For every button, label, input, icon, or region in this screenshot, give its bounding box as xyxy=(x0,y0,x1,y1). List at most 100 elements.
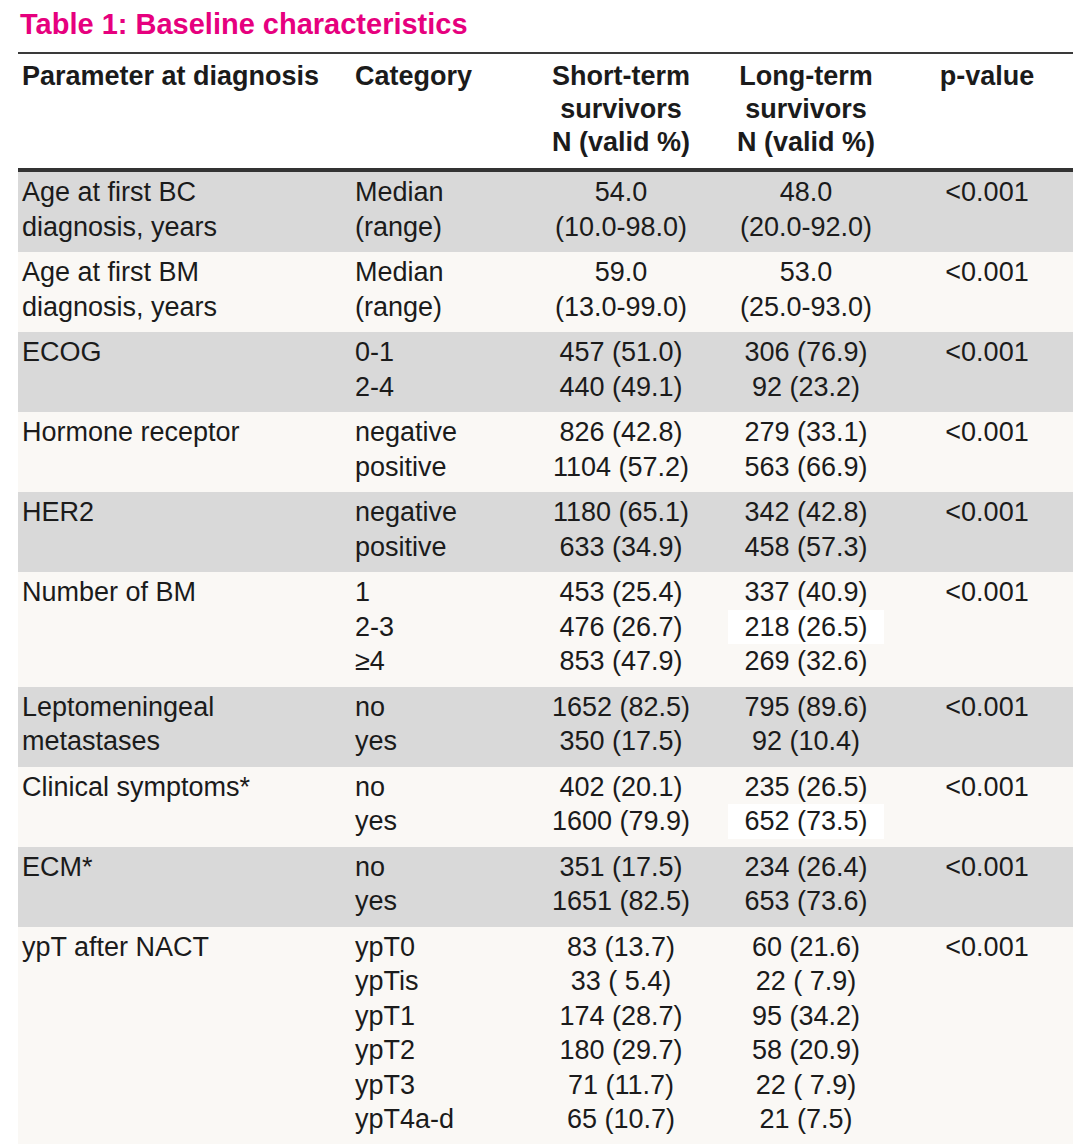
table-header: Parameter at diagnosis Category Short-te… xyxy=(18,53,1073,170)
baseline-characteristics-table: Parameter at diagnosis Category Short-te… xyxy=(18,52,1073,1144)
short-term-value-cell: 1600 (79.9) xyxy=(531,804,711,847)
long-term-value-cell: 458 (57.3) xyxy=(711,530,901,573)
header-row: Parameter at diagnosis Category Short-te… xyxy=(18,53,1073,170)
long-term-value-cell: 652 (73.5) xyxy=(711,804,901,847)
long-term-value-cell: 563 (66.9) xyxy=(711,450,901,493)
parameter-cell: ECOG xyxy=(18,332,351,412)
short-term-value-cell: 83 (13.7) xyxy=(531,927,711,965)
short-term-value-cell: 826 (42.8) xyxy=(531,412,711,450)
column-header-p-value: p-value xyxy=(901,53,1073,170)
long-term-value-cell: 306 (76.9) xyxy=(711,332,901,370)
p-value-cell: <0.001 xyxy=(901,687,1073,767)
table-row: Number of BM1453 (25.4)337 (40.9)<0.001 xyxy=(18,572,1073,610)
parameter-cell: Hormone receptor xyxy=(18,412,351,492)
table-body: Age at first BC diagnosis, yearsMedian54… xyxy=(18,170,1073,1144)
long-term-value-cell: 235 (26.5) xyxy=(711,767,901,805)
parameter-cell: HER2 xyxy=(18,492,351,572)
short-term-value-cell: 71 (11.7) xyxy=(531,1068,711,1103)
long-term-value-cell: 53.0 xyxy=(711,252,901,290)
short-term-value-cell: 180 (29.7) xyxy=(531,1033,711,1068)
long-term-value-cell: 92 (10.4) xyxy=(711,724,901,767)
short-term-value-cell: 453 (25.4) xyxy=(531,572,711,610)
table-row: HER2negative1180 (65.1)342 (42.8)<0.001 xyxy=(18,492,1073,530)
long-term-value-cell: 21 (7.5) xyxy=(711,1102,901,1144)
short-term-value-cell: 476 (26.7) xyxy=(531,610,711,645)
parameter-cell: Age at first BC diagnosis, years xyxy=(18,170,351,252)
long-term-value-cell: 337 (40.9) xyxy=(711,572,901,610)
short-term-value-cell: 1180 (65.1) xyxy=(531,492,711,530)
p-value-cell: <0.001 xyxy=(901,572,1073,687)
category-cell: negative xyxy=(351,492,531,530)
category-cell: Median xyxy=(351,252,531,290)
p-value-cell: <0.001 xyxy=(901,492,1073,572)
category-cell: no xyxy=(351,767,531,805)
category-cell: Median xyxy=(351,170,531,210)
parameter-cell: Clinical symptoms* xyxy=(18,767,351,847)
category-cell: ≥4 xyxy=(351,644,531,687)
short-term-value-cell: (10.0-98.0) xyxy=(531,210,711,253)
parameter-cell: Age at first BM diagnosis, years xyxy=(18,252,351,332)
p-value-cell: <0.001 xyxy=(901,927,1073,1144)
category-cell: yes xyxy=(351,724,531,767)
table-row: ypT after NACTypT083 (13.7)60 (21.6)<0.0… xyxy=(18,927,1073,965)
column-header-long-term: Long-term survivors N (valid %) xyxy=(711,53,901,170)
long-term-value-cell: (25.0-93.0) xyxy=(711,290,901,333)
parameter-cell: ypT after NACT xyxy=(18,927,351,1144)
short-term-value-cell: 402 (20.1) xyxy=(531,767,711,805)
p-value-cell: <0.001 xyxy=(901,767,1073,847)
short-term-value-cell: (13.0-99.0) xyxy=(531,290,711,333)
parameter-cell: ECM* xyxy=(18,847,351,927)
category-cell: (range) xyxy=(351,290,531,333)
short-term-value-cell: 174 (28.7) xyxy=(531,999,711,1034)
category-cell: ypTis xyxy=(351,964,531,999)
p-value-cell: <0.001 xyxy=(901,847,1073,927)
highlighted-value: 652 (73.5) xyxy=(728,804,883,839)
table-row: ECOG0-1457 (51.0)306 (76.9)<0.001 xyxy=(18,332,1073,370)
long-term-value-cell: 279 (33.1) xyxy=(711,412,901,450)
long-term-value-cell: 342 (42.8) xyxy=(711,492,901,530)
column-header-parameter: Parameter at diagnosis xyxy=(18,53,351,170)
table-row: Age at first BC diagnosis, yearsMedian54… xyxy=(18,170,1073,210)
category-cell: 2-4 xyxy=(351,370,531,413)
category-cell: yes xyxy=(351,884,531,927)
category-cell: ypT1 xyxy=(351,999,531,1034)
short-term-value-cell: 351 (17.5) xyxy=(531,847,711,885)
p-value-cell: <0.001 xyxy=(901,412,1073,492)
category-cell: 2-3 xyxy=(351,610,531,645)
short-term-value-cell: 633 (34.9) xyxy=(531,530,711,573)
long-term-value-cell: 60 (21.6) xyxy=(711,927,901,965)
short-term-value-cell: 350 (17.5) xyxy=(531,724,711,767)
parameter-cell: Leptomeningeal metastases xyxy=(18,687,351,767)
category-cell: ypT2 xyxy=(351,1033,531,1068)
short-term-value-cell: 1652 (82.5) xyxy=(531,687,711,725)
category-cell: ypT4a-d xyxy=(351,1102,531,1144)
long-term-value-cell: 269 (32.6) xyxy=(711,644,901,687)
long-term-value-cell: 22 ( 7.9) xyxy=(711,964,901,999)
document-page: Table 1: Baseline characteristics Parame… xyxy=(0,0,1080,1144)
long-term-value-cell: 95 (34.2) xyxy=(711,999,901,1034)
long-term-value-cell: 58 (20.9) xyxy=(711,1033,901,1068)
short-term-value-cell: 33 ( 5.4) xyxy=(531,964,711,999)
category-cell: no xyxy=(351,687,531,725)
long-term-value-cell: 48.0 xyxy=(711,170,901,210)
category-cell: ypT3 xyxy=(351,1068,531,1103)
short-term-value-cell: 440 (49.1) xyxy=(531,370,711,413)
category-cell: positive xyxy=(351,530,531,573)
category-cell: positive xyxy=(351,450,531,493)
long-term-value-cell: 234 (26.4) xyxy=(711,847,901,885)
short-term-value-cell: 1104 (57.2) xyxy=(531,450,711,493)
short-term-value-cell: 59.0 xyxy=(531,252,711,290)
table-row: Age at first BM diagnosis, yearsMedian59… xyxy=(18,252,1073,290)
category-cell: 1 xyxy=(351,572,531,610)
long-term-value-cell: 22 ( 7.9) xyxy=(711,1068,901,1103)
long-term-value-cell: 92 (23.2) xyxy=(711,370,901,413)
category-cell: yes xyxy=(351,804,531,847)
category-cell: (range) xyxy=(351,210,531,253)
p-value-cell: <0.001 xyxy=(901,170,1073,252)
category-cell: 0-1 xyxy=(351,332,531,370)
category-cell: ypT0 xyxy=(351,927,531,965)
p-value-cell: <0.001 xyxy=(901,332,1073,412)
short-term-value-cell: 54.0 xyxy=(531,170,711,210)
long-term-value-cell: 795 (89.6) xyxy=(711,687,901,725)
long-term-value-cell: 653 (73.6) xyxy=(711,884,901,927)
